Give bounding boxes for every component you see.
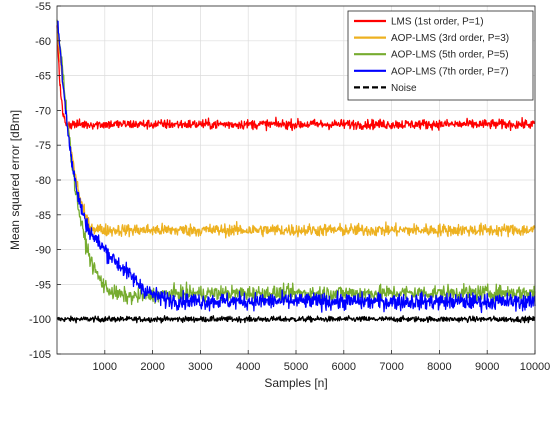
series-layer: [56, 19, 536, 324]
series-line-0: [56, 25, 536, 132]
x-tick-label: 5000: [284, 361, 308, 373]
y-tick-label: -60: [35, 36, 51, 48]
x-tick-label: 8000: [427, 361, 451, 373]
axis-ticks: 1000 2000 3000 4000 5000 6000 7000 8000 9000 1000…: [29, 1, 550, 373]
legend: LMS (1st order, P=1) AOP-LMS (3rd order, …: [347, 10, 534, 101]
y-tick-label: -90: [35, 245, 51, 257]
legend-entry: AOP-LMS (3rd order, P=3): [391, 33, 509, 44]
y-tick-label: -95: [35, 279, 51, 291]
y-tick-label: -85: [35, 210, 51, 222]
x-tick-label: 9000: [475, 361, 499, 373]
legend-entry: Noise: [391, 83, 417, 94]
x-tick-label: 7000: [379, 361, 403, 373]
x-tick-label: 4000: [236, 361, 260, 373]
x-tick-label: 3000: [188, 361, 212, 373]
x-axis-label: Samples [n]: [264, 376, 327, 390]
legend-entry: LMS (1st order, P=1): [391, 17, 484, 28]
y-tick-label: -65: [35, 71, 51, 83]
legend-entry: AOP-LMS (5th order, P=5): [391, 50, 509, 61]
y-tick-label: -55: [35, 1, 51, 13]
x-tick-label: 2000: [140, 361, 164, 373]
y-tick-label: -105: [29, 349, 51, 361]
legend-box: [347, 10, 534, 101]
y-tick-label: -70: [35, 105, 51, 117]
y-axis-label: Mean squared error [dBm]: [8, 110, 22, 250]
legend-entry: AOP-LMS (7th order, P=7): [391, 66, 509, 77]
x-tick-label: 6000: [332, 361, 356, 373]
series-line-1: [56, 27, 536, 239]
series-line-3: [56, 20, 536, 314]
x-tick-label: 1000: [93, 361, 117, 373]
y-tick-label: -80: [35, 175, 51, 187]
series-line-4: [56, 315, 536, 324]
y-tick-label: -75: [35, 140, 51, 152]
y-tick-label: -100: [29, 314, 51, 326]
x-tick-label: 10000: [520, 361, 550, 373]
